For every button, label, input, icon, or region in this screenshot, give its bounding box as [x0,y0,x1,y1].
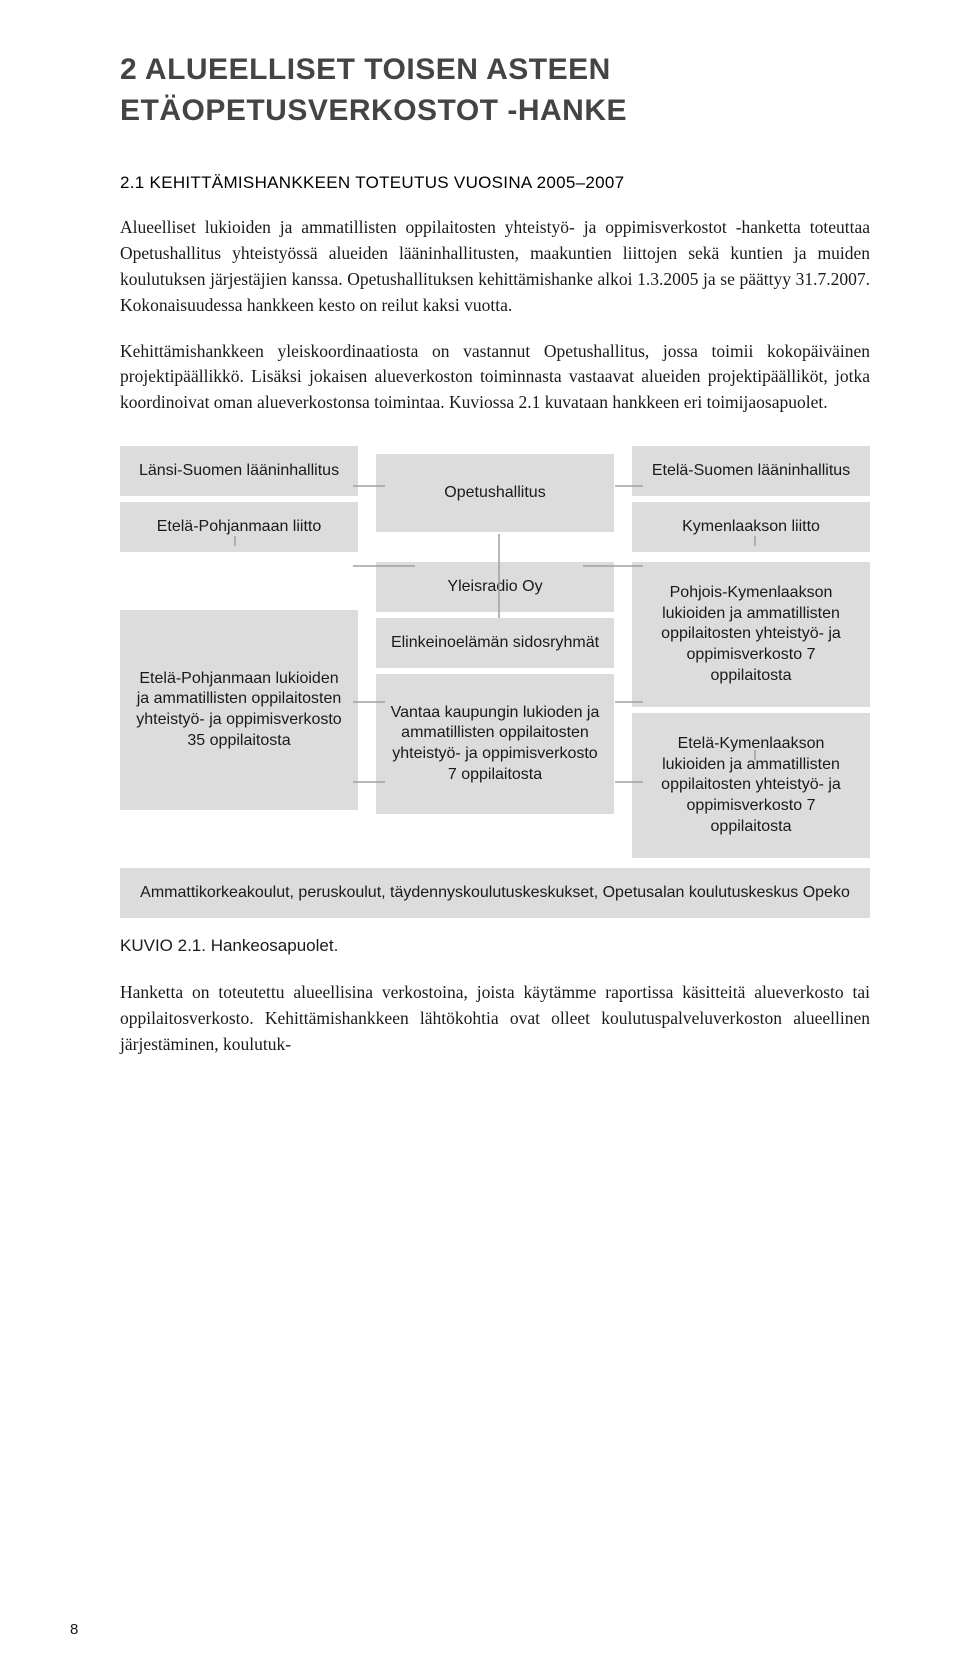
cell-elinkeinoelaman: Elinkeinoelämän sidosryhmät [376,618,614,668]
cell-lansi-suomen: Länsi-Suomen lääninhallitus [120,446,358,496]
cell-pohjois-kymenlaakson: Pohjois-Kymenlaakson lukioiden ja ammati… [632,562,870,707]
cell-etela-kymenlaakson: Etelä-Kymenlaakson lukioiden ja ammatill… [632,713,870,858]
paragraph-3: Hanketta on toteutettu alueellisina verk… [120,980,870,1058]
col-right-top: Etelä-Suomen lääninhallitus Kymenlaakson… [632,446,870,552]
col-left-main: Etelä-Pohjanmaan lukioiden ja ammatillis… [120,562,358,858]
col-mid-main: Yleisradio Oy Elinkeinoelämän sidosryhmä… [376,562,614,858]
cell-vantaa: Vantaa kaupungin lukioden ja ammatillist… [376,674,614,814]
cell-bottom-wide: Ammattikorkeakoulut, peruskoulut, täyden… [120,868,870,918]
title-line-2: ETÄOPETUSVERKOSTOT -HANKE [120,94,627,127]
title-line-1: 2 ALUEELLISET TOISEN ASTEEN [120,53,611,86]
paragraph-1: Alueelliset lukioiden ja ammatillisten o… [120,215,870,319]
col-left-top: Länsi-Suomen lääninhallitus Etelä-Pohjan… [120,446,358,552]
cell-ep-liitto: Etelä-Pohjanmaan liitto [120,502,358,552]
org-chart: Länsi-Suomen lääninhallitus Etelä-Pohjan… [120,446,870,918]
chapter-title: 2 ALUEELLISET TOISEN ASTEEN ETÄOPETUSVER… [120,50,870,131]
paragraph-2: Kehittämishankkeen yleiskoordinaatiosta … [120,339,870,417]
org-row-top: Länsi-Suomen lääninhallitus Etelä-Pohjan… [120,446,870,552]
section-subtitle: 2.1 KEHITTÄMISHANKKEEN TOTEUTUS VUOSINA … [120,173,870,193]
cell-opetushallitus: Opetushallitus [376,454,614,532]
cell-etela-suomen: Etelä-Suomen lääninhallitus [632,446,870,496]
cell-kymenlaakson-liitto: Kymenlaakson liitto [632,502,870,552]
page-number: 8 [70,1621,78,1638]
col-mid-top: Opetushallitus [376,446,614,552]
cell-ep-verkosto: Etelä-Pohjanmaan lukioiden ja ammatillis… [120,610,358,810]
org-row-main: Etelä-Pohjanmaan lukioiden ja ammatillis… [120,562,870,858]
figure-caption: KUVIO 2.1. Hankeosapuolet. [120,936,870,956]
cell-yleisradio: Yleisradio Oy [376,562,614,612]
col-right-main: Pohjois-Kymenlaakson lukioiden ja ammati… [632,562,870,858]
